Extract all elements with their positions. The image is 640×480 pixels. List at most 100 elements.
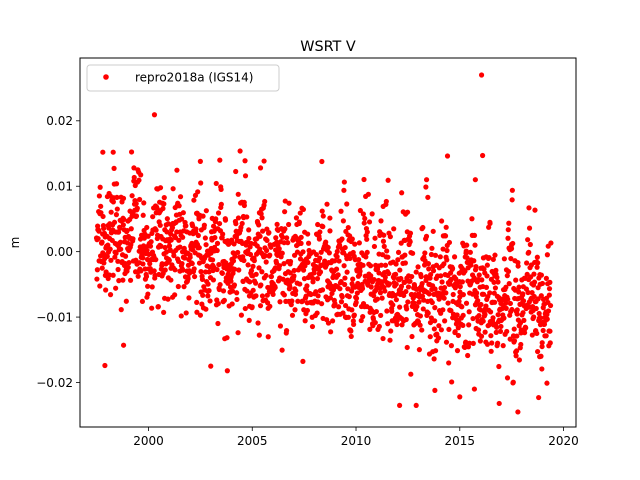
data-point [443,290,449,296]
data-point [425,310,431,316]
data-point [295,298,301,304]
data-point [419,280,425,287]
data-point [385,321,391,327]
data-point [327,228,333,234]
data-point [425,194,431,200]
data-point [95,235,101,242]
data-point [101,225,107,232]
data-point [393,261,399,267]
data-point [522,330,528,336]
data-point [443,339,450,345]
data-point [281,292,287,298]
data-point [506,220,512,226]
data-point [395,249,402,255]
data-point [148,239,154,245]
data-point [128,149,135,155]
data-point [215,210,222,216]
data-point [206,269,212,275]
data-point [405,299,411,305]
data-point [162,244,168,251]
data-point [478,307,484,313]
data-point [285,240,291,246]
y-tick-label: 0.02 [46,114,73,128]
data-point [168,237,174,243]
data-point [503,305,509,311]
data-point [202,235,208,241]
data-point [203,306,209,312]
data-point [246,227,252,233]
data-point [446,326,452,333]
data-point [245,262,251,268]
data-point [410,250,416,256]
data-point [282,209,288,215]
data-point [450,291,456,298]
data-point [183,223,189,229]
data-point [496,363,502,370]
data-point [115,266,121,273]
data-point [547,279,553,285]
data-point [432,387,438,393]
data-point [258,282,264,288]
y-tick-label: −0.01 [36,310,73,324]
data-point [292,307,298,313]
data-point [547,302,554,309]
data-point [509,187,515,193]
legend-box [86,64,280,92]
data-point [462,268,468,274]
data-point [145,283,151,289]
data-point [354,290,360,296]
data-point [113,285,119,291]
data-point [234,296,240,303]
data-point [349,236,355,242]
data-point [315,293,321,299]
data-point [344,201,350,207]
data-point [535,260,541,266]
data-point [444,153,451,159]
data-point [547,328,553,334]
data-point [465,352,471,359]
data-point [203,208,209,214]
data-point [545,308,552,314]
data-point [195,189,201,195]
data-point [103,287,109,293]
data-point [201,222,207,228]
data-point [488,348,494,354]
data-point [319,158,325,165]
data-point [335,304,342,310]
data-point [259,215,265,221]
data-point [487,309,494,315]
data-point [402,252,408,258]
data-point [494,274,500,280]
data-point [176,237,182,243]
data-point [414,303,420,310]
data-point [291,273,297,279]
data-point [274,221,280,227]
data-point [140,255,146,261]
data-point [493,329,499,335]
data-point [490,315,496,321]
data-point [120,277,126,283]
data-point [98,203,104,209]
data-point [403,316,409,323]
data-point [357,207,363,214]
data-point [256,222,262,228]
data-point [495,340,501,346]
data-point [341,187,347,193]
data-point [451,254,458,260]
data-point [432,318,438,324]
data-point [147,243,154,249]
data-points [93,72,554,415]
data-point [431,356,437,362]
data-point [353,299,359,306]
data-point [422,250,428,256]
data-point [214,240,221,246]
data-point [423,177,430,183]
data-point [144,224,150,231]
data-point [281,261,287,267]
data-point [420,224,426,231]
data-point [347,255,353,262]
data-point [235,249,241,256]
data-point [161,201,167,207]
data-point [534,254,540,260]
